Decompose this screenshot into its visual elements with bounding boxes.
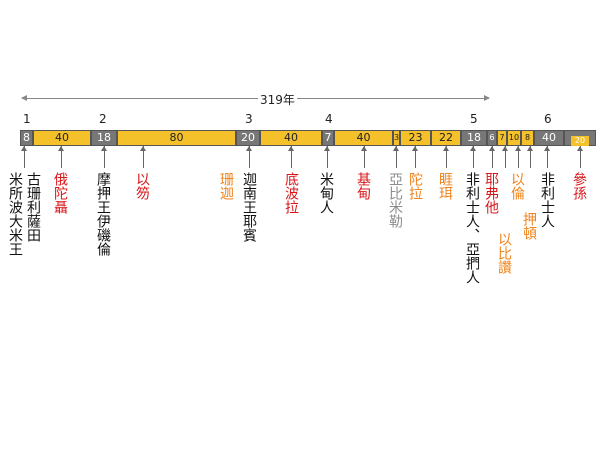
tick-arrow	[544, 146, 550, 168]
judge-label: 以笏	[134, 172, 150, 200]
segment: 18	[461, 130, 487, 146]
judge-label: 以倫	[509, 172, 525, 200]
tick-arrow	[470, 146, 476, 168]
segment: 18	[91, 130, 117, 146]
segment: 40	[33, 130, 91, 146]
judge-label: 以比讚	[496, 232, 512, 274]
segment: 20	[236, 130, 260, 146]
tick-arrow	[101, 146, 107, 168]
tick-arrow	[140, 146, 146, 168]
judge-label: 米甸人	[318, 172, 334, 214]
judge-label: 俄陀聶	[52, 172, 68, 214]
segment: 8	[20, 130, 33, 146]
segment: 40	[260, 130, 322, 146]
tick-arrow	[515, 146, 521, 168]
era-number: 4	[325, 112, 333, 126]
tick-arrow	[502, 146, 508, 168]
era-number: 5	[470, 112, 478, 126]
judge-label: 古珊利薩田	[25, 172, 41, 242]
judge-label: 亞比米勒	[387, 172, 403, 228]
judge-label: 參孫	[571, 172, 587, 200]
segment: 6	[487, 130, 497, 146]
segment: 7	[497, 130, 507, 146]
segment: 20	[564, 130, 596, 146]
segment-inner: 20	[570, 136, 590, 146]
judge-label: 陀拉	[407, 172, 423, 200]
judge-label: 基甸	[355, 172, 371, 200]
segment: 40	[534, 130, 564, 146]
judge-label: 迦南王耶賓	[241, 172, 257, 242]
era-number: 1	[23, 112, 31, 126]
segment: 10	[507, 130, 521, 146]
judge-label: 非利士人、亞捫人	[464, 172, 480, 284]
era-number: 6	[544, 112, 552, 126]
tick-arrow	[288, 146, 294, 168]
segment: 23	[400, 130, 431, 146]
era-number: 2	[99, 112, 107, 126]
tick-arrow	[324, 146, 330, 168]
judge-label: 押頓	[521, 212, 537, 240]
judge-label: 珊迦	[218, 172, 234, 200]
tick-arrow	[443, 146, 449, 168]
total-span-label: 319年	[258, 91, 297, 108]
tick-arrow	[58, 146, 64, 168]
segment: 8	[521, 130, 534, 146]
total-span-arrow	[21, 95, 490, 101]
tick-arrow	[21, 146, 27, 168]
tick-arrow	[246, 146, 252, 168]
segment: 7	[322, 130, 334, 146]
segment: 22	[431, 130, 461, 146]
judge-label: 摩押王伊磯倫	[95, 172, 111, 256]
segment: 40	[334, 130, 393, 146]
judge-label: 耶弗他	[483, 172, 499, 214]
tick-arrow	[412, 146, 418, 168]
tick-arrow	[393, 146, 399, 168]
judge-label: 米所波大米王	[7, 172, 23, 256]
era-number: 3	[245, 112, 253, 126]
tick-arrow	[577, 146, 583, 168]
judge-label: 非利士人	[539, 172, 555, 228]
tick-arrow	[489, 146, 495, 168]
judge-label: 睚珥	[437, 172, 453, 200]
tick-arrow	[527, 146, 533, 168]
segment: 80	[117, 130, 236, 146]
tick-arrow	[361, 146, 367, 168]
segment: 3	[393, 130, 400, 146]
judge-label: 底波拉	[283, 172, 299, 214]
